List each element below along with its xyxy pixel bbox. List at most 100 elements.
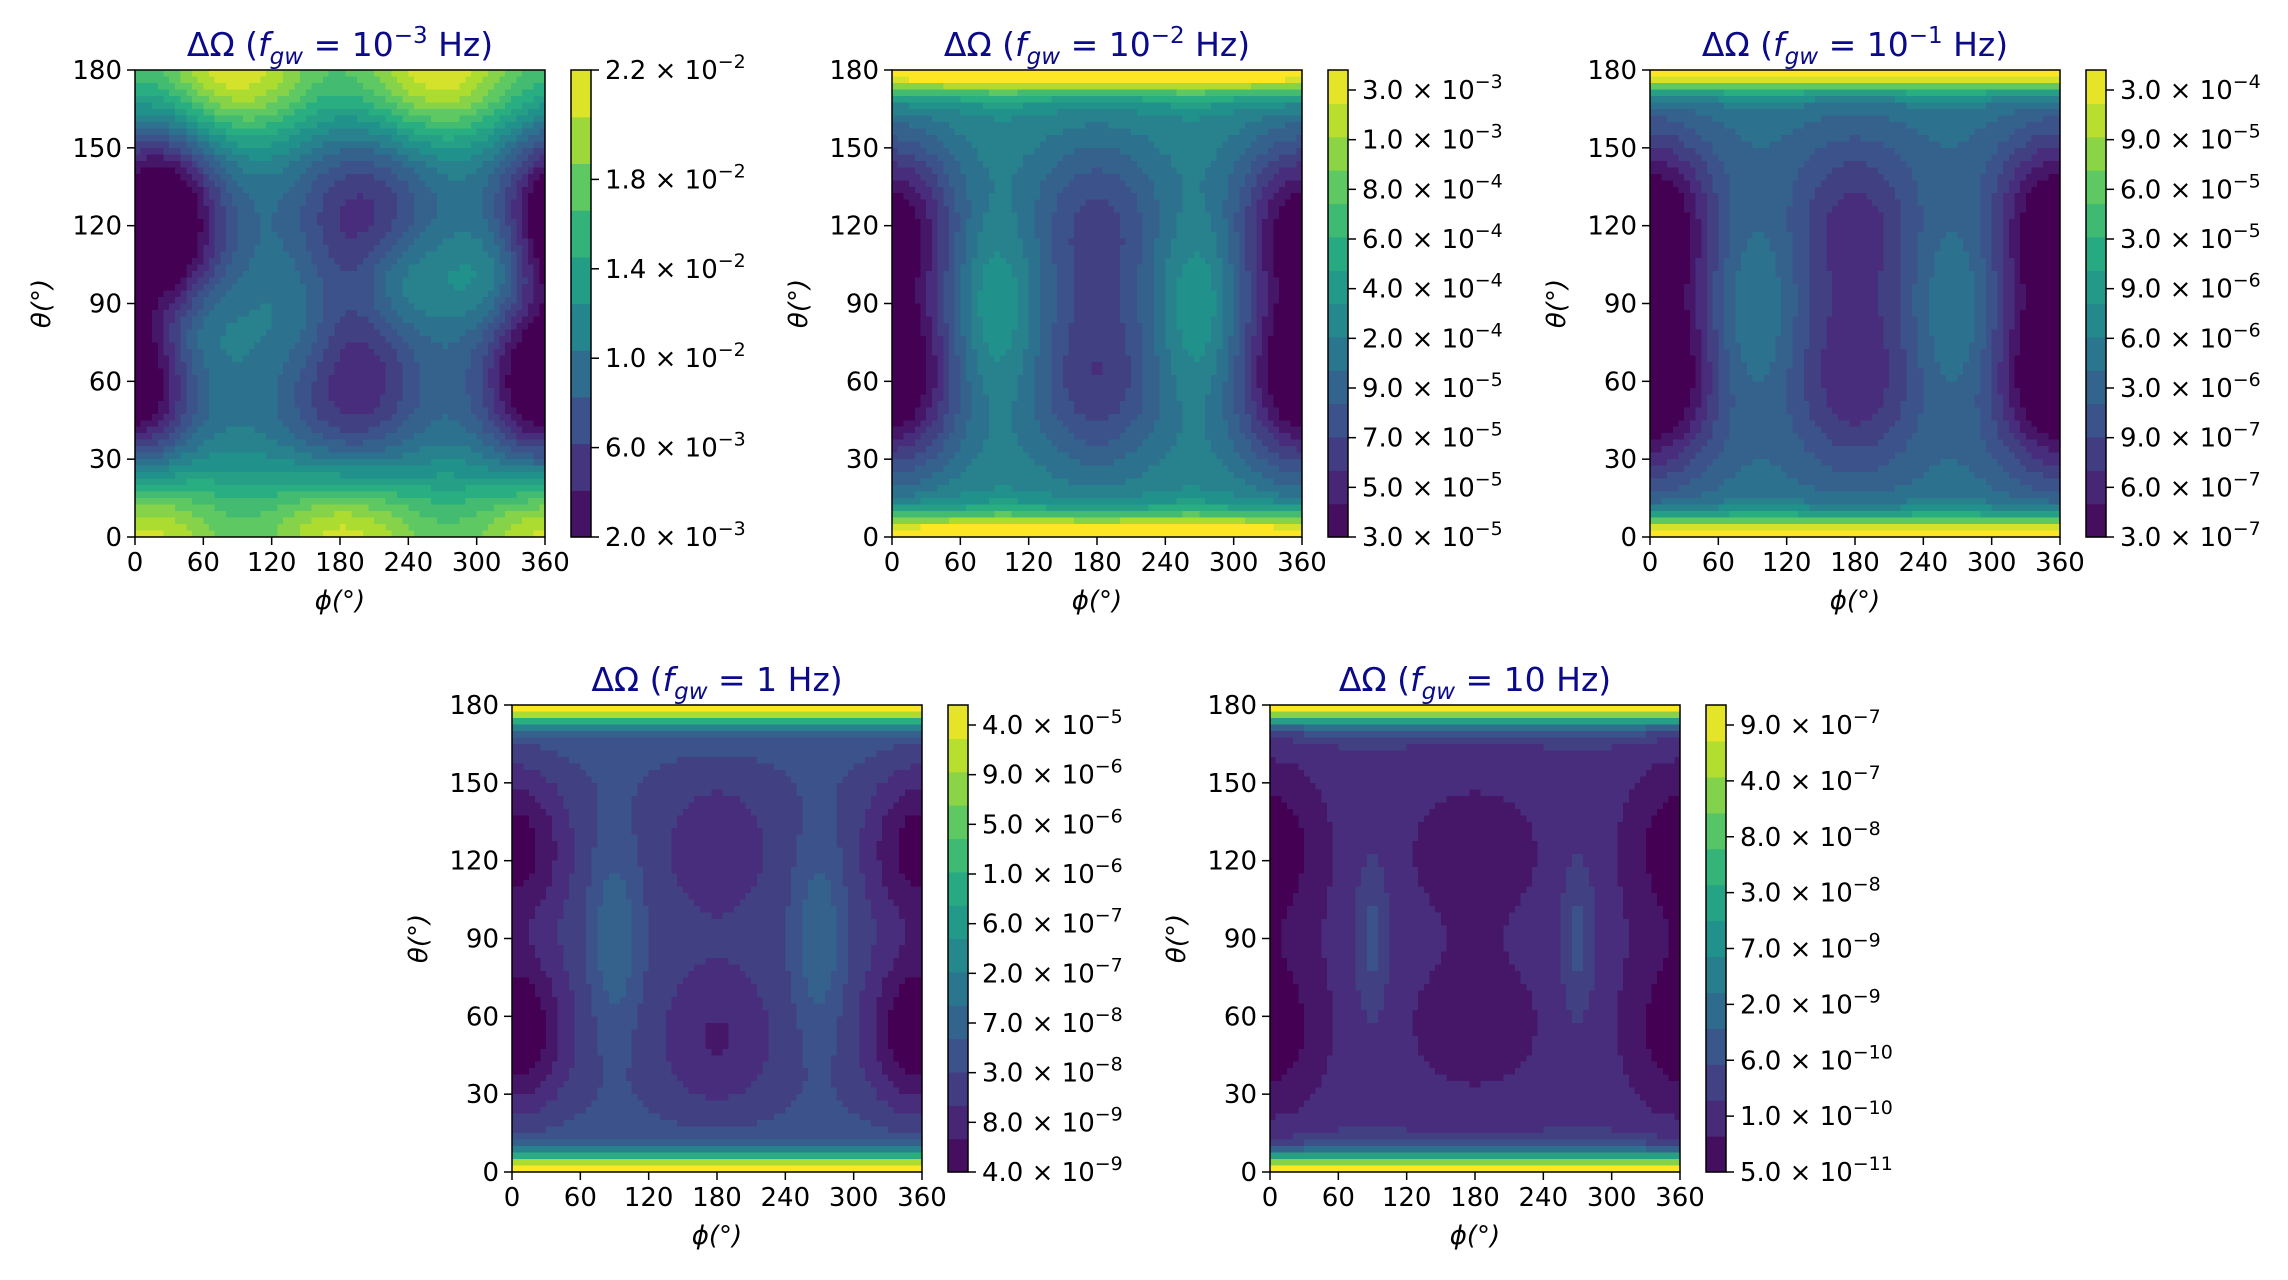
heatmap-cell bbox=[396, 180, 404, 188]
heatmap-cell bbox=[396, 355, 404, 363]
heatmap-cell bbox=[453, 426, 461, 434]
heatmap-cell bbox=[209, 108, 216, 117]
heatmap-cell bbox=[527, 82, 535, 91]
heatmap-cell bbox=[431, 491, 438, 499]
heatmap-cell bbox=[288, 524, 296, 532]
heatmap-cell bbox=[260, 206, 267, 214]
heatmap-cell bbox=[328, 478, 335, 486]
heatmap-cell bbox=[191, 400, 199, 408]
heatmap-cell bbox=[322, 413, 330, 421]
heatmap-cell bbox=[345, 128, 352, 136]
heatmap-cell bbox=[317, 361, 324, 369]
heatmap-cell bbox=[288, 355, 296, 363]
heatmap-cell bbox=[169, 212, 176, 220]
heatmap-cell bbox=[191, 374, 199, 382]
heatmap-cell bbox=[488, 128, 495, 136]
heatmap-cell bbox=[305, 258, 313, 266]
heatmap-cell bbox=[169, 322, 176, 331]
heatmap-cell bbox=[362, 446, 370, 454]
heatmap-cell bbox=[402, 219, 409, 227]
heatmap-cell bbox=[157, 426, 165, 434]
heatmap-cell bbox=[231, 89, 239, 97]
heatmap-cell bbox=[283, 115, 290, 123]
heatmap-cell bbox=[522, 245, 529, 253]
heatmap-cell bbox=[442, 485, 449, 493]
heatmap-cell bbox=[396, 284, 404, 292]
heatmap-cell bbox=[277, 511, 284, 519]
heatmap-cell bbox=[271, 141, 278, 149]
heatmap-cell bbox=[203, 387, 210, 395]
heatmap-cell bbox=[345, 504, 352, 512]
heatmap-cell bbox=[311, 517, 318, 525]
heatmap-cell bbox=[402, 284, 409, 292]
heatmap-cell bbox=[374, 76, 381, 84]
heatmap-cell bbox=[283, 70, 290, 78]
heatmap-cell bbox=[351, 446, 358, 454]
heatmap-cell bbox=[522, 309, 529, 318]
heatmap-cell bbox=[340, 147, 347, 155]
heatmap-cell bbox=[209, 154, 216, 162]
heatmap-cell bbox=[203, 264, 210, 272]
heatmap-cell bbox=[237, 413, 244, 421]
heatmap-cell bbox=[499, 478, 506, 486]
heatmap-cell bbox=[294, 225, 301, 233]
heatmap-cell bbox=[402, 407, 409, 415]
heatmap-cell bbox=[431, 219, 438, 227]
heatmap-cell bbox=[340, 446, 347, 454]
heatmap-cell bbox=[516, 342, 523, 350]
heatmap-cell bbox=[516, 459, 523, 467]
heatmap-cell bbox=[379, 297, 387, 305]
heatmap-cell bbox=[300, 271, 307, 279]
heatmap-cell bbox=[254, 134, 261, 142]
heatmap-cell bbox=[505, 439, 512, 447]
heatmap-cell bbox=[243, 329, 250, 337]
heatmap-cell bbox=[368, 400, 375, 408]
heatmap-cell bbox=[220, 524, 227, 532]
heatmap-cell bbox=[169, 413, 176, 421]
heatmap-cell bbox=[334, 387, 341, 395]
heatmap-cell bbox=[374, 134, 381, 142]
heatmap-cell bbox=[146, 193, 153, 201]
heatmap-cell bbox=[482, 368, 489, 376]
heatmap-cell bbox=[157, 316, 165, 324]
heatmap-cell bbox=[391, 439, 398, 447]
heatmap-cell bbox=[436, 154, 444, 162]
heatmap-cell bbox=[146, 368, 153, 376]
heatmap-cell bbox=[220, 374, 227, 382]
heatmap-cell bbox=[305, 186, 313, 194]
heatmap-cell bbox=[237, 258, 244, 266]
heatmap-cell bbox=[448, 374, 455, 382]
heatmap-cell bbox=[328, 355, 335, 363]
heatmap-cell bbox=[231, 251, 239, 259]
heatmap-cell bbox=[152, 232, 159, 240]
heatmap-cell bbox=[169, 173, 176, 181]
heatmap-cell bbox=[180, 212, 187, 220]
heatmap-cell bbox=[140, 258, 147, 266]
heatmap-cell bbox=[197, 251, 204, 259]
heatmap-cell bbox=[203, 271, 210, 279]
heatmap-cell bbox=[231, 147, 239, 155]
heatmap-cell bbox=[459, 186, 466, 194]
heatmap-cell bbox=[396, 154, 404, 162]
heatmap-cell bbox=[374, 361, 381, 369]
heatmap-cell bbox=[522, 199, 529, 207]
heatmap-cell bbox=[510, 82, 518, 91]
heatmap-cell bbox=[391, 128, 398, 136]
heatmap-cell bbox=[237, 498, 244, 506]
heatmap-cell bbox=[470, 251, 478, 259]
heatmap-cell bbox=[180, 251, 187, 259]
heatmap-cell bbox=[180, 180, 187, 188]
heatmap-cell bbox=[317, 517, 324, 525]
heatmap-cell bbox=[197, 413, 204, 421]
heatmap-cell bbox=[135, 76, 142, 84]
heatmap-cell bbox=[237, 342, 244, 350]
heatmap-cell bbox=[260, 426, 267, 434]
heatmap-cell bbox=[453, 361, 461, 369]
heatmap-cell bbox=[408, 173, 415, 181]
heatmap-cell bbox=[186, 524, 193, 532]
heatmap-cell bbox=[351, 251, 358, 259]
heatmap-cell bbox=[465, 524, 472, 532]
heatmap-cell bbox=[408, 290, 415, 298]
heatmap-cell bbox=[448, 225, 455, 233]
heatmap-cell bbox=[448, 121, 455, 129]
